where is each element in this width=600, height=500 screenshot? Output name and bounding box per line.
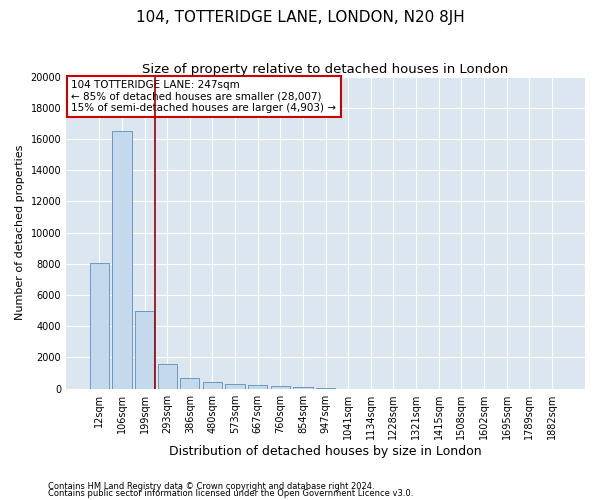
- Bar: [112, 132, 131, 388]
- Text: 104 TOTTERIDGE LANE: 247sqm
← 85% of detached houses are smaller (28,007)
15% of: 104 TOTTERIDGE LANE: 247sqm ← 85% of det…: [71, 80, 337, 113]
- Bar: [135, 310, 154, 388]
- Bar: [203, 382, 222, 388]
- Text: 104, TOTTERIDGE LANE, LONDON, N20 8JH: 104, TOTTERIDGE LANE, LONDON, N20 8JH: [136, 10, 464, 25]
- X-axis label: Distribution of detached houses by size in London: Distribution of detached houses by size …: [169, 444, 482, 458]
- Title: Size of property relative to detached houses in London: Size of property relative to detached ho…: [142, 62, 509, 76]
- Text: Contains HM Land Registry data © Crown copyright and database right 2024.: Contains HM Land Registry data © Crown c…: [48, 482, 374, 491]
- Bar: [158, 364, 177, 388]
- Bar: [293, 387, 313, 388]
- Bar: [271, 386, 290, 388]
- Bar: [248, 385, 268, 388]
- Bar: [90, 263, 109, 388]
- Text: Contains public sector information licensed under the Open Government Licence v3: Contains public sector information licen…: [48, 490, 413, 498]
- Bar: [180, 378, 199, 388]
- Bar: [226, 384, 245, 388]
- Y-axis label: Number of detached properties: Number of detached properties: [15, 145, 25, 320]
